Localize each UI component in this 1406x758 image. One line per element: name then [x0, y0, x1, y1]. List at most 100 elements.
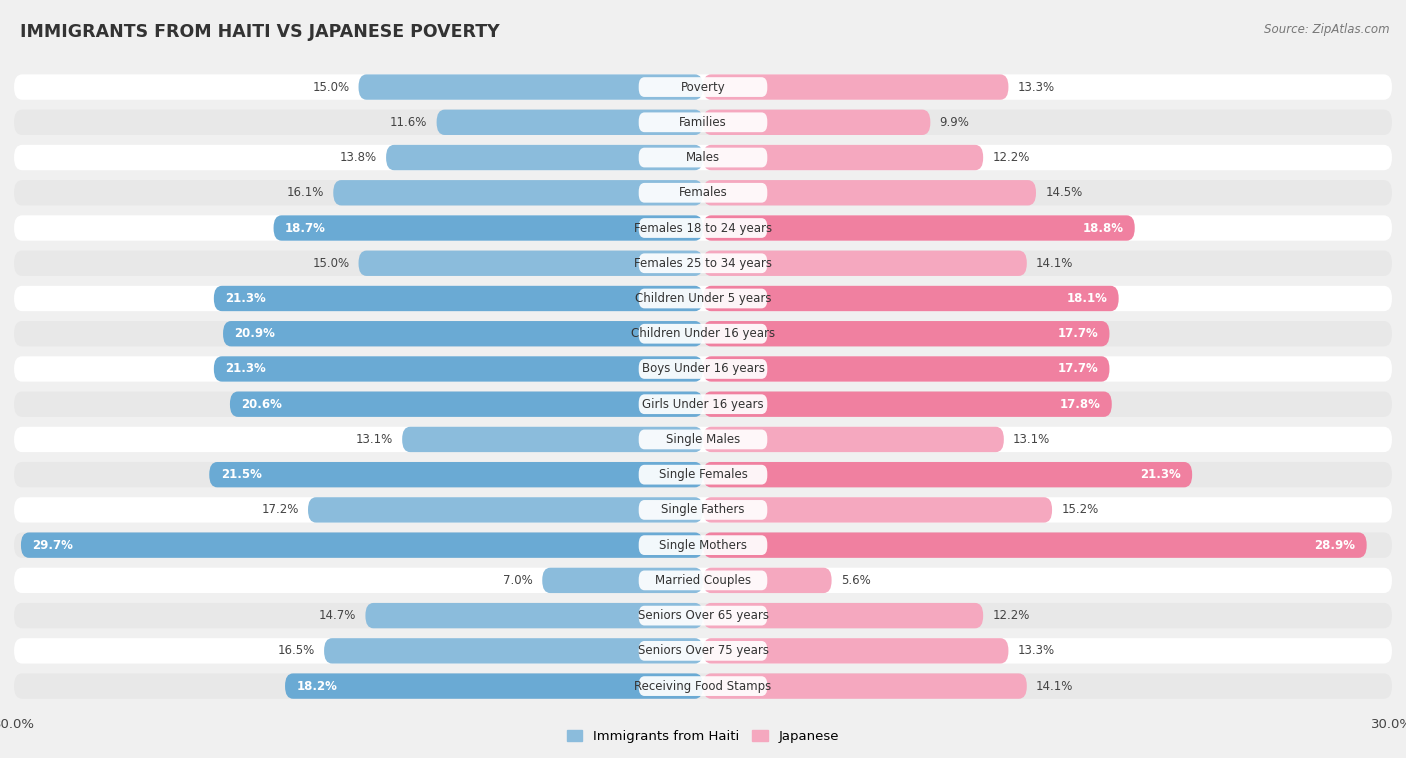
Text: 17.2%: 17.2% — [262, 503, 299, 516]
FancyBboxPatch shape — [703, 180, 1036, 205]
Text: 15.2%: 15.2% — [1062, 503, 1098, 516]
FancyBboxPatch shape — [285, 673, 703, 699]
Text: 14.7%: 14.7% — [319, 609, 356, 622]
FancyBboxPatch shape — [703, 568, 831, 593]
FancyBboxPatch shape — [638, 253, 768, 273]
FancyBboxPatch shape — [224, 321, 703, 346]
FancyBboxPatch shape — [323, 638, 703, 663]
FancyBboxPatch shape — [14, 356, 1392, 381]
Text: Boys Under 16 years: Boys Under 16 years — [641, 362, 765, 375]
Text: Receiving Food Stamps: Receiving Food Stamps — [634, 680, 772, 693]
Text: Seniors Over 75 years: Seniors Over 75 years — [637, 644, 769, 657]
FancyBboxPatch shape — [638, 324, 768, 343]
Text: 21.3%: 21.3% — [1140, 468, 1181, 481]
Text: 15.0%: 15.0% — [312, 257, 349, 270]
Text: 21.3%: 21.3% — [225, 292, 266, 305]
Text: 5.6%: 5.6% — [841, 574, 870, 587]
Text: 14.1%: 14.1% — [1036, 257, 1073, 270]
FancyBboxPatch shape — [638, 218, 768, 238]
FancyBboxPatch shape — [14, 603, 1392, 628]
FancyBboxPatch shape — [638, 535, 768, 555]
FancyBboxPatch shape — [638, 676, 768, 696]
FancyBboxPatch shape — [14, 673, 1392, 699]
FancyBboxPatch shape — [638, 641, 768, 661]
Text: 12.2%: 12.2% — [993, 609, 1029, 622]
Text: Single Females: Single Females — [658, 468, 748, 481]
Text: 13.3%: 13.3% — [1018, 80, 1054, 93]
FancyBboxPatch shape — [14, 286, 1392, 312]
FancyBboxPatch shape — [333, 180, 703, 205]
FancyBboxPatch shape — [14, 110, 1392, 135]
Text: 17.7%: 17.7% — [1057, 362, 1098, 375]
Text: 9.9%: 9.9% — [939, 116, 969, 129]
FancyBboxPatch shape — [638, 606, 768, 625]
FancyBboxPatch shape — [638, 465, 768, 484]
FancyBboxPatch shape — [14, 532, 1392, 558]
Text: 21.3%: 21.3% — [225, 362, 266, 375]
FancyBboxPatch shape — [638, 359, 768, 379]
FancyBboxPatch shape — [703, 110, 931, 135]
Text: Females: Females — [679, 186, 727, 199]
Text: 14.1%: 14.1% — [1036, 680, 1073, 693]
FancyBboxPatch shape — [21, 532, 703, 558]
Legend: Immigrants from Haiti, Japanese: Immigrants from Haiti, Japanese — [561, 725, 845, 748]
Text: 13.1%: 13.1% — [356, 433, 392, 446]
Text: IMMIGRANTS FROM HAITI VS JAPANESE POVERTY: IMMIGRANTS FROM HAITI VS JAPANESE POVERT… — [20, 23, 499, 41]
FancyBboxPatch shape — [638, 289, 768, 309]
FancyBboxPatch shape — [402, 427, 703, 452]
FancyBboxPatch shape — [638, 394, 768, 414]
FancyBboxPatch shape — [703, 286, 1119, 312]
FancyBboxPatch shape — [638, 77, 768, 97]
Text: 11.6%: 11.6% — [389, 116, 427, 129]
FancyBboxPatch shape — [638, 183, 768, 202]
Text: 28.9%: 28.9% — [1315, 539, 1355, 552]
Text: Source: ZipAtlas.com: Source: ZipAtlas.com — [1264, 23, 1389, 36]
Text: Males: Males — [686, 151, 720, 164]
FancyBboxPatch shape — [703, 532, 1367, 558]
FancyBboxPatch shape — [703, 603, 983, 628]
Text: 13.3%: 13.3% — [1018, 644, 1054, 657]
Text: 17.7%: 17.7% — [1057, 327, 1098, 340]
FancyBboxPatch shape — [14, 427, 1392, 452]
FancyBboxPatch shape — [437, 110, 703, 135]
Text: 18.7%: 18.7% — [285, 221, 326, 234]
FancyBboxPatch shape — [366, 603, 703, 628]
FancyBboxPatch shape — [703, 427, 1004, 452]
Text: 13.1%: 13.1% — [1012, 433, 1050, 446]
Text: Married Couples: Married Couples — [655, 574, 751, 587]
FancyBboxPatch shape — [703, 356, 1109, 381]
FancyBboxPatch shape — [638, 112, 768, 132]
FancyBboxPatch shape — [359, 74, 703, 100]
Text: Children Under 16 years: Children Under 16 years — [631, 327, 775, 340]
FancyBboxPatch shape — [14, 392, 1392, 417]
Text: Females 18 to 24 years: Females 18 to 24 years — [634, 221, 772, 234]
FancyBboxPatch shape — [703, 638, 1008, 663]
Text: 16.5%: 16.5% — [277, 644, 315, 657]
FancyBboxPatch shape — [703, 251, 1026, 276]
Text: 21.5%: 21.5% — [221, 468, 262, 481]
FancyBboxPatch shape — [703, 74, 1008, 100]
Text: Single Mothers: Single Mothers — [659, 539, 747, 552]
Text: 14.5%: 14.5% — [1045, 186, 1083, 199]
Text: 29.7%: 29.7% — [32, 539, 73, 552]
FancyBboxPatch shape — [387, 145, 703, 171]
Text: 13.8%: 13.8% — [340, 151, 377, 164]
FancyBboxPatch shape — [703, 673, 1026, 699]
FancyBboxPatch shape — [14, 215, 1392, 241]
FancyBboxPatch shape — [703, 392, 1112, 417]
FancyBboxPatch shape — [14, 145, 1392, 171]
FancyBboxPatch shape — [14, 180, 1392, 205]
Text: Poverty: Poverty — [681, 80, 725, 93]
Text: Single Fathers: Single Fathers — [661, 503, 745, 516]
Text: Seniors Over 65 years: Seniors Over 65 years — [637, 609, 769, 622]
FancyBboxPatch shape — [14, 74, 1392, 100]
FancyBboxPatch shape — [14, 321, 1392, 346]
FancyBboxPatch shape — [14, 462, 1392, 487]
Text: 17.8%: 17.8% — [1059, 398, 1101, 411]
Text: 18.8%: 18.8% — [1083, 221, 1123, 234]
FancyBboxPatch shape — [14, 251, 1392, 276]
Text: 15.0%: 15.0% — [312, 80, 349, 93]
FancyBboxPatch shape — [703, 321, 1109, 346]
FancyBboxPatch shape — [703, 497, 1052, 522]
FancyBboxPatch shape — [214, 286, 703, 312]
